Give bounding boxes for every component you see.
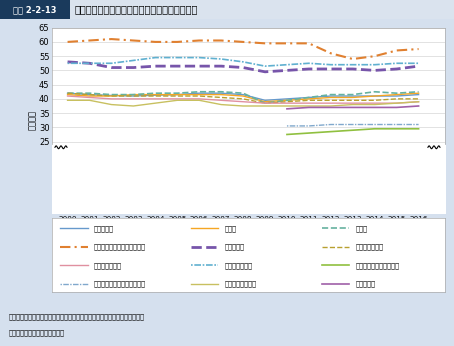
FancyBboxPatch shape: [0, 0, 70, 19]
Text: 製造業: 製造業: [355, 225, 367, 231]
Text: 電気・ガス・熱供給・水道業: 電気・ガス・熱供給・水道業: [94, 244, 145, 250]
Text: 情報通信業: 情報通信業: [224, 244, 244, 250]
Text: 建設業: 建設業: [224, 225, 237, 231]
Text: 運輸業、郵便業: 運輸業、郵便業: [355, 244, 383, 250]
Text: （注）　事業所規模５人以上。: （注） 事業所規模５人以上。: [9, 329, 65, 336]
Text: 調査産業計: 調査産業計: [94, 225, 114, 231]
Text: 教育、学習支援業: 教育、学習支援業: [224, 281, 257, 287]
Text: 金融業、保険業: 金融業、保険業: [224, 262, 252, 269]
Text: 宿泊業、飲食サービス業: 宿泊業、飲食サービス業: [355, 262, 399, 269]
Text: 医療、福祉: 医療、福祉: [355, 281, 375, 287]
Text: 資料：厚生労働省政策統括官付雇用・賃金福祉統計室「毎月勤労統計調査」: 資料：厚生労働省政策統括官付雇用・賃金福祉統計室「毎月勤労統計調査」: [9, 313, 145, 320]
Text: 産業別　一般労働者の現金給与総額の年次推移: 産業別 一般労働者の現金給与総額の年次推移: [75, 4, 198, 15]
Text: （年）: （年）: [430, 235, 445, 244]
Text: 図表 2-2-13: 図表 2-2-13: [13, 5, 57, 14]
Text: 生活関連サービス業、娯楽業: 生活関連サービス業、娯楽業: [94, 281, 145, 287]
Text: 卸売業、小売業: 卸売業、小売業: [94, 262, 121, 269]
FancyBboxPatch shape: [70, 0, 454, 19]
Y-axis label: （万円）: （万円）: [29, 110, 37, 130]
